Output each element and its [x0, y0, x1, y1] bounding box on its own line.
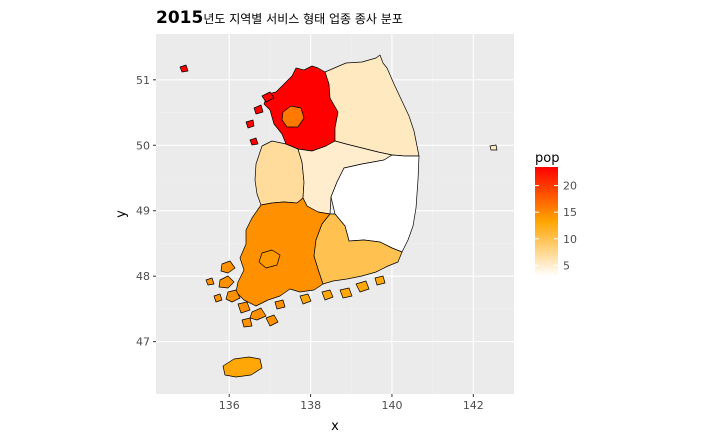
island-shape — [339, 287, 353, 299]
region-east-island — [489, 144, 498, 151]
x-tick-label: 138 — [300, 399, 321, 412]
island-shape — [321, 289, 334, 301]
regions-layer — [179, 54, 498, 378]
region-jeju-island — [222, 356, 263, 378]
island-shape — [249, 307, 267, 321]
y-tick-label: 51 — [136, 74, 150, 87]
chart-title: 2015년도 지역별 서비스 형태 업종 종사 분포 — [156, 8, 403, 28]
legend: pop 5 10 15 20 — [535, 151, 577, 276]
legend-tick-label: 20 — [563, 180, 577, 193]
island-shape — [220, 260, 236, 274]
island-shape — [261, 91, 275, 103]
region-west-central — [254, 140, 305, 206]
y-tick-label: 47 — [136, 336, 150, 349]
island-shape — [253, 104, 264, 115]
y-tick-label: 50 — [136, 139, 150, 152]
legend-tick-label: 5 — [563, 259, 570, 272]
x-axis-title: x — [331, 419, 339, 434]
region-west-islands — [245, 91, 275, 146]
x-tick-label: 136 — [219, 399, 240, 412]
region-north-west-island — [179, 64, 189, 73]
title-year: 2015 — [156, 8, 204, 28]
island-shape — [299, 293, 312, 305]
island-shape — [218, 275, 235, 289]
x-tick-label: 140 — [381, 399, 402, 412]
legend-tick-label: 15 — [563, 206, 577, 219]
legend-colorbar — [535, 167, 558, 276]
region-south-west-islands — [205, 260, 286, 328]
island-shape — [225, 289, 241, 303]
x-tick-label: 142 — [463, 399, 484, 412]
island-shape — [249, 137, 259, 146]
island-shape — [374, 275, 386, 286]
island-shape — [274, 299, 286, 310]
island-shape — [179, 64, 189, 73]
y-axis-title: y — [114, 210, 129, 218]
legend-tick-label: 10 — [563, 233, 577, 246]
island-shape — [265, 314, 279, 327]
y-axis: 47 48 49 50 51 — [136, 74, 156, 349]
title-text: 년도 지역별 서비스 형태 업종 종사 분포 — [203, 12, 403, 26]
region-south-east — [313, 213, 403, 285]
island-shape — [205, 277, 215, 286]
y-tick-label: 49 — [136, 205, 150, 218]
island-shape — [213, 293, 223, 303]
island-shape — [241, 317, 253, 328]
region-north-east — [324, 54, 420, 157]
island-shape — [245, 119, 255, 129]
island-shape — [355, 280, 370, 293]
legend-ticks: 5 10 15 20 — [535, 180, 577, 272]
region-south-coast-islands — [299, 275, 386, 305]
region-south-west-inner — [258, 249, 281, 269]
region-capital-city — [281, 105, 305, 128]
legend-title: pop — [535, 151, 559, 166]
x-axis: 136 138 140 142 — [219, 394, 484, 412]
y-tick-label: 48 — [136, 270, 150, 283]
island-shape — [237, 301, 251, 314]
